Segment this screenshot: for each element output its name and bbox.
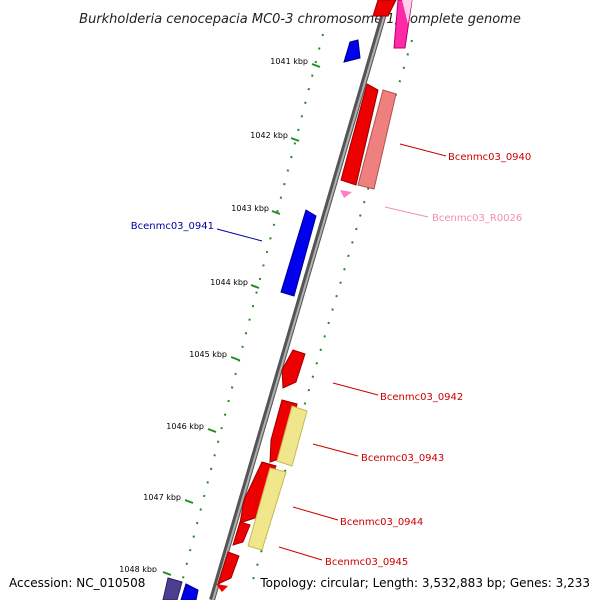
kbp-label: 1044 kbp xyxy=(210,278,248,287)
gene-label[interactable]: Bcenmc03_0940 xyxy=(448,152,531,163)
kbp-labels: 1041 kbp 1042 kbp 1043 kbp 1044 kbp 1045… xyxy=(119,57,308,574)
gene-arrow[interactable] xyxy=(276,405,308,467)
kbp-ticks xyxy=(162,63,321,576)
genome-axis-highlight xyxy=(212,0,390,600)
gene-arrow[interactable] xyxy=(162,577,183,600)
gene-arrow[interactable] xyxy=(180,583,199,600)
kbp-label: 1047 kbp xyxy=(143,493,181,502)
genome-summary-text: Topology: circular; Length: 3,532,883 bp… xyxy=(259,576,590,590)
gene-arrow[interactable] xyxy=(216,584,228,592)
gene-label[interactable]: Bcenmc03_0942 xyxy=(380,392,463,403)
gene-label[interactable]: Bcenmc03_0945 xyxy=(325,557,408,568)
gene-label[interactable]: Bcenmc03_0944 xyxy=(340,517,423,528)
gene-arrow[interactable] xyxy=(343,39,361,63)
gene-arrow[interactable] xyxy=(247,467,287,551)
gene-arrow[interactable] xyxy=(217,551,240,585)
accession-text: Accession: NC_010508 xyxy=(9,576,145,590)
footer-right-backdrop xyxy=(256,572,600,594)
kbp-label: 1046 kbp xyxy=(166,422,204,431)
kbp-label: 1043 kbp xyxy=(231,204,269,213)
gene-arrow[interactable] xyxy=(340,83,379,186)
gene-arrow[interactable] xyxy=(357,89,397,190)
gene-label[interactable]: Bcenmc03_R0026 xyxy=(432,213,522,224)
kbp-label: 1048 kbp xyxy=(119,565,157,574)
footer-left-backdrop xyxy=(0,572,156,594)
label-leaders xyxy=(216,143,447,561)
gene-label[interactable]: Bcenmc03_0943 xyxy=(361,453,444,464)
gene-arrow[interactable] xyxy=(232,521,251,546)
gene-arrow[interactable] xyxy=(372,0,397,17)
rna-arrow[interactable] xyxy=(340,190,352,198)
gene-labels: Bcenmc03_0940 Bcenmc03_R0026 Bcenmc03_09… xyxy=(131,152,532,568)
kbp-label: 1042 kbp xyxy=(250,131,288,140)
kbp-label: 1041 kbp xyxy=(270,57,308,66)
gene-label[interactable]: Bcenmc03_0941 xyxy=(131,221,214,232)
kbp-label: 1045 kbp xyxy=(189,350,227,359)
gene-arrow-highlight xyxy=(402,0,412,24)
forward-strand-genes xyxy=(216,0,413,592)
gene-arrow[interactable] xyxy=(281,349,306,389)
map-title: Burkholderia cenocepacia MC0-3 chromosom… xyxy=(79,12,521,27)
gene-arrow[interactable] xyxy=(280,209,317,297)
reverse-strand-genes xyxy=(162,39,361,600)
